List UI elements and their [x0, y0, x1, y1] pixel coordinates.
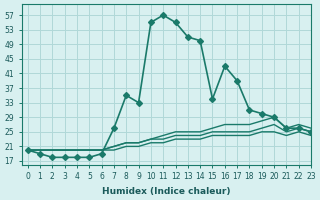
X-axis label: Humidex (Indice chaleur): Humidex (Indice chaleur): [102, 187, 230, 196]
